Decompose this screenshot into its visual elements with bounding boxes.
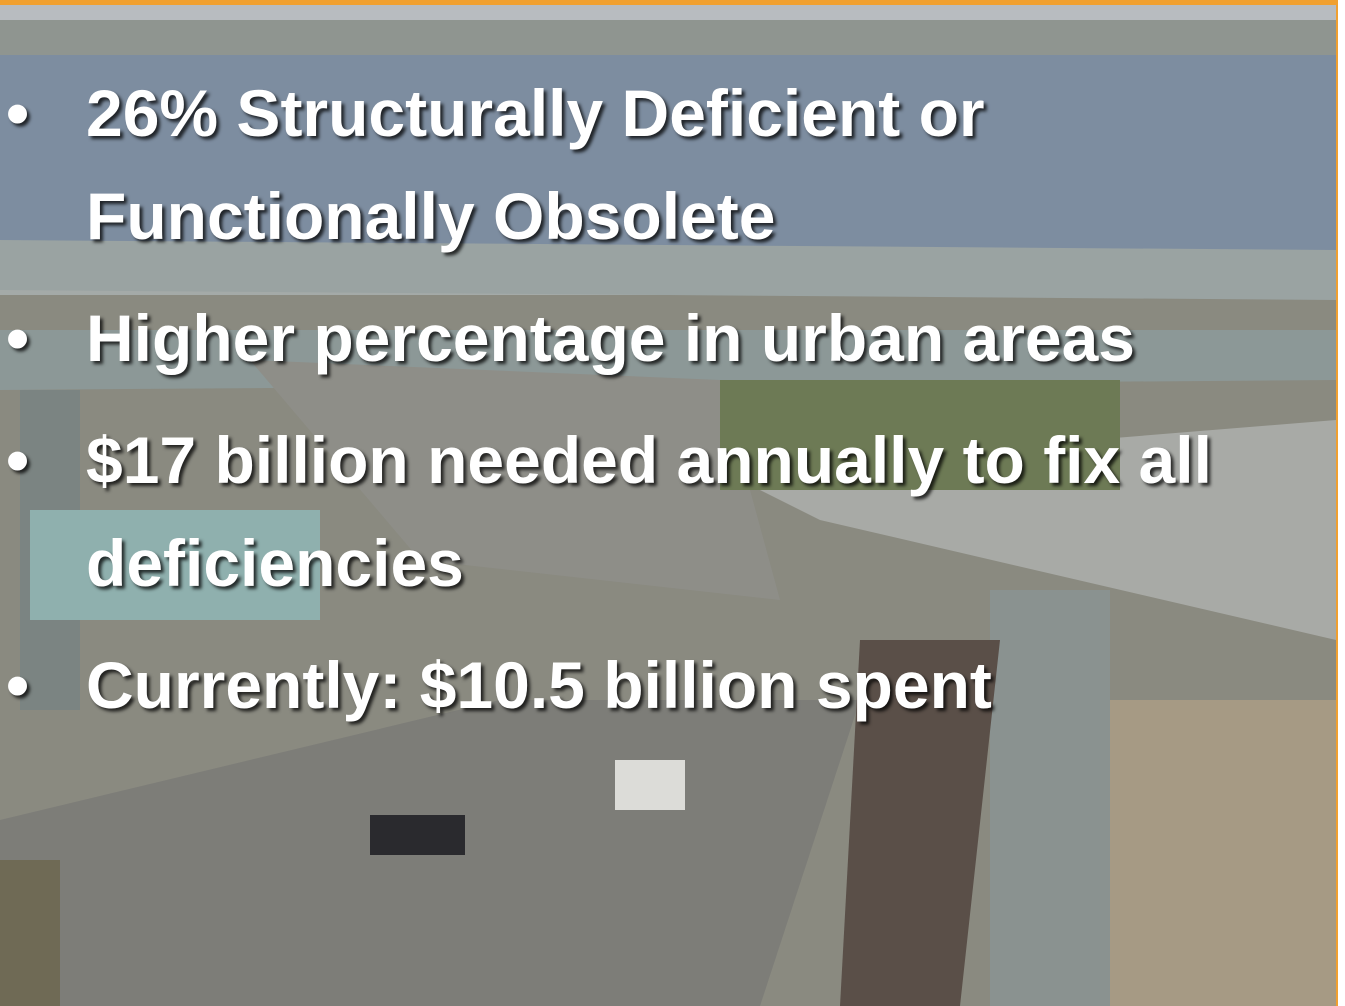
frame-top bbox=[0, 0, 1345, 5]
bullet-item: Currently: $10.5 billion spent bbox=[0, 634, 1316, 737]
bullet-item: 26% Structurally Deficient or Functional… bbox=[0, 62, 1316, 268]
bullet-item: Higher percentage in urban areas bbox=[0, 287, 1316, 390]
bullet-item: $17 billion needed annually to fix all d… bbox=[0, 409, 1316, 615]
bullet-list: 26% Structurally Deficient or Functional… bbox=[0, 62, 1320, 756]
frame-right bbox=[1336, 0, 1345, 1006]
slide: {"bullets": ["26% Structurally Deficient… bbox=[0, 0, 1345, 1006]
